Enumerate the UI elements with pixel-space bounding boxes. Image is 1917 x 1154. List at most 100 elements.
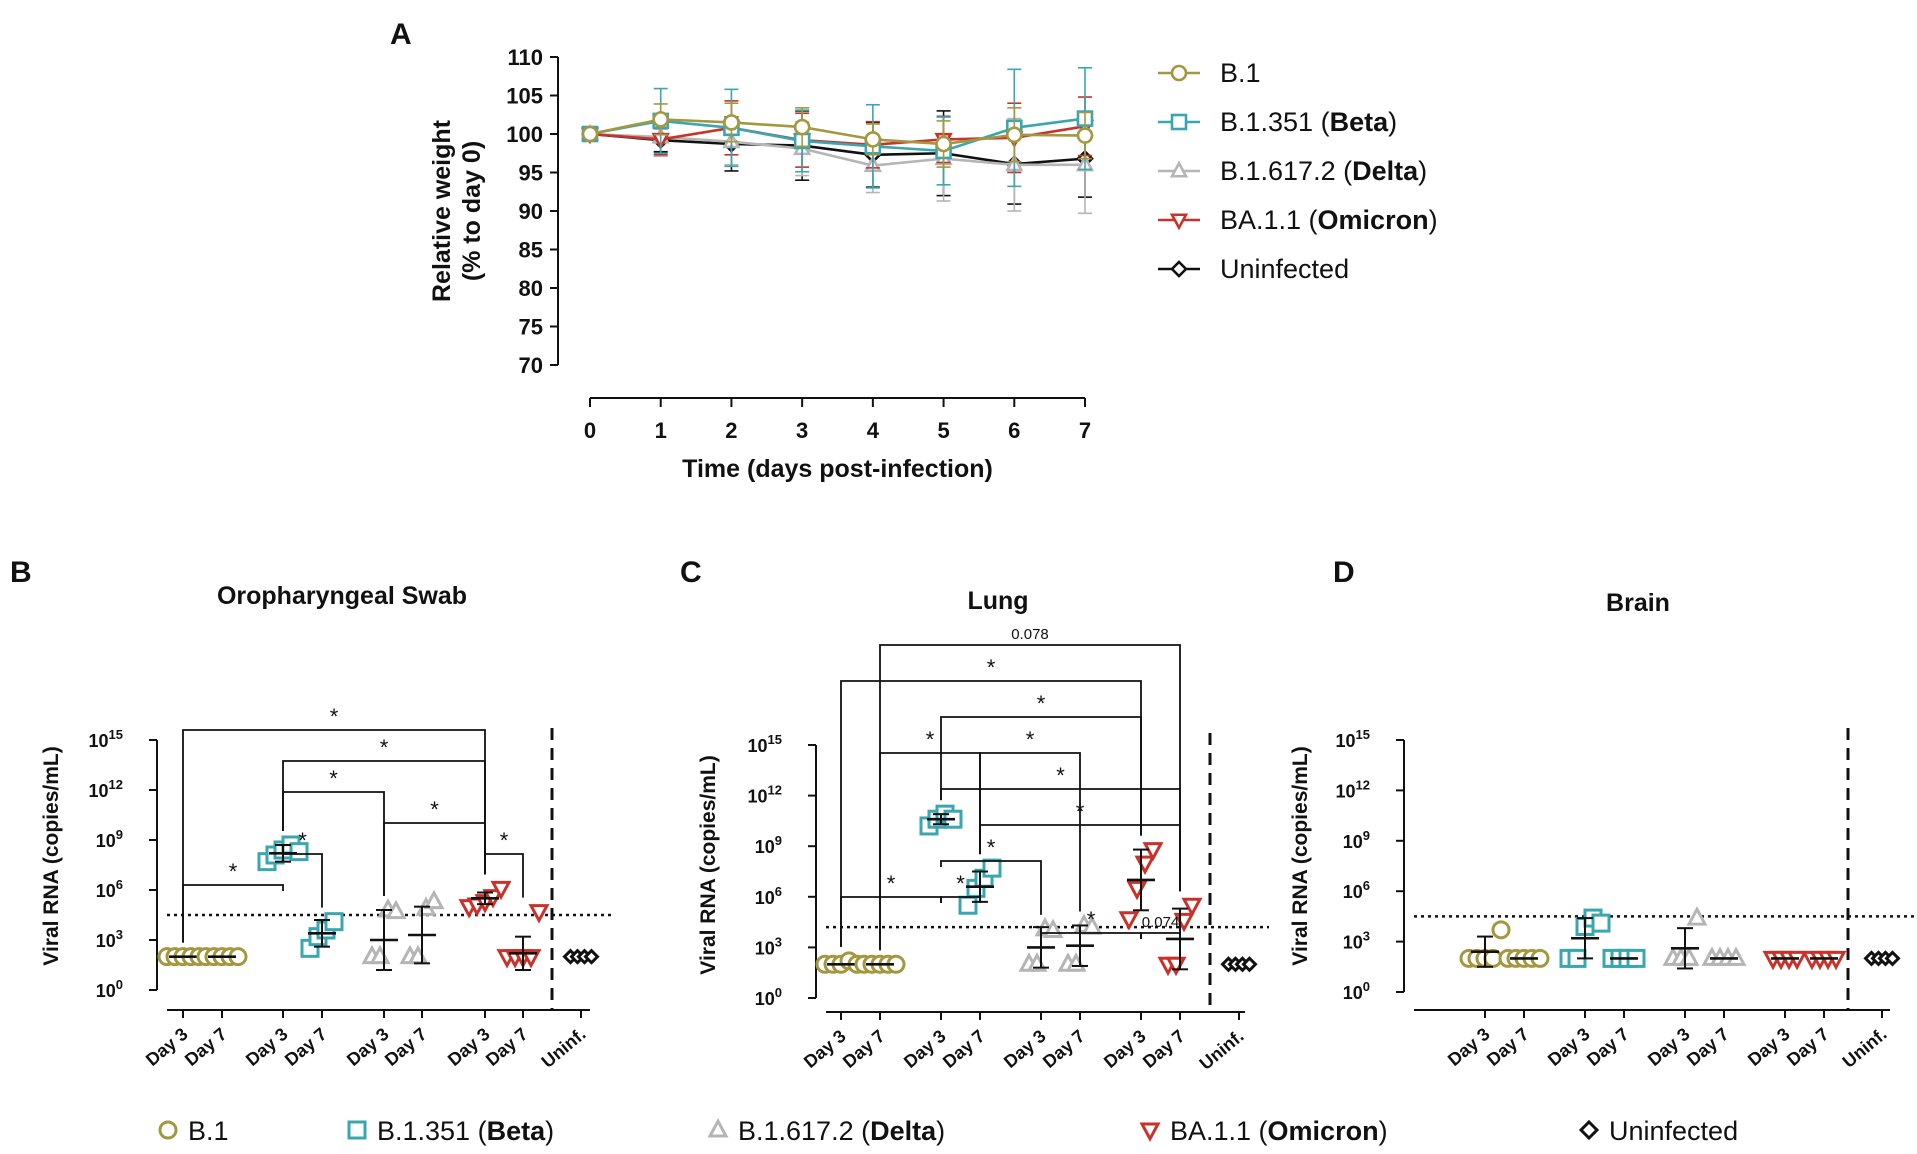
y-tick-label: 103: [755, 934, 782, 958]
bracket-label: *: [1026, 727, 1035, 752]
bracket-label: 0.074: [1142, 914, 1180, 931]
bottom-legend-marker-omicron: [1139, 1122, 1161, 1142]
x-axis-title: Time (days post-infection): [682, 455, 993, 483]
data-point: [1142, 842, 1164, 862]
group-beta-2: [919, 804, 963, 836]
group-omicron-6: [458, 880, 512, 919]
bottom-legend-marker-b1: [158, 1120, 178, 1140]
x-tick-label: Day 3: [800, 1026, 850, 1072]
legend-label-part: B.1.617.2 (: [738, 1116, 870, 1146]
group-b1-1: [196, 947, 248, 967]
y-tick-label: 103: [96, 927, 123, 951]
bracket-line: [182, 729, 486, 943]
legend-label-part: ): [1429, 205, 1438, 235]
data-point: [723, 114, 740, 131]
x-tick-label: Day 7: [1483, 1024, 1533, 1070]
panel-letter-b: B: [10, 556, 32, 589]
y-tick-base: 10: [1343, 832, 1363, 852]
bracket-label: 0.078: [1011, 626, 1049, 643]
data-point: [1786, 950, 1808, 971]
bottom-legend-label-omicron: BA.1.1 (Omicron): [1170, 1116, 1388, 1146]
bracket-label: *: [229, 859, 238, 884]
bracket-label: *: [500, 828, 509, 853]
significance-bracket: *: [182, 859, 284, 943]
legend-marker-delta: [1169, 160, 1189, 178]
bracket-line: [282, 853, 323, 908]
significance-bracket: *: [940, 691, 1142, 836]
x-tick-label: Day 7: [1783, 1024, 1833, 1070]
legend-label-part: Delta: [870, 1116, 937, 1146]
y-tick-base: 10: [1343, 933, 1363, 953]
data-point: [1005, 126, 1023, 144]
bracket-label: *: [298, 828, 307, 853]
group-beta-2: [257, 835, 309, 872]
panel-title: Brain: [1606, 589, 1670, 617]
bracket-label: *: [956, 871, 965, 896]
significance-bracket: *: [940, 835, 1042, 915]
x-tick-label: Day 7: [281, 1024, 331, 1070]
x-tick-label: Day 3: [444, 1024, 494, 1070]
bottom-legend-label-b1: B.1: [188, 1116, 229, 1146]
bracket-label: *: [329, 766, 338, 791]
group-uninf-8: [1863, 950, 1901, 967]
group-beta-3: [1602, 948, 1646, 968]
x-tick-label: Day 3: [1444, 1024, 1494, 1070]
x-tick-label: Day 7: [381, 1024, 431, 1070]
y-tick-label: 85: [519, 238, 543, 263]
legend-label-part: ): [1379, 1116, 1388, 1146]
y-tick-label: 100: [96, 977, 123, 1001]
data-point: [793, 118, 811, 136]
y-tick-base: 10: [96, 981, 116, 1001]
y-tick-base: 10: [1336, 731, 1356, 751]
y-tick-label: 110: [508, 45, 544, 70]
group-delta-5: [399, 889, 445, 965]
legend-label-part: Omicron: [1318, 205, 1429, 235]
x-tick-label: Uninf.: [1196, 1026, 1248, 1074]
significance-bracket: *: [182, 704, 486, 943]
group-delta-5: [1701, 946, 1747, 966]
y-tick-base: 10: [1343, 983, 1363, 1003]
group-beta-3: [300, 912, 344, 958]
data-point: [581, 125, 599, 143]
data-point: [1825, 950, 1847, 971]
data-point: [324, 912, 344, 932]
legend-label-part: ): [936, 1116, 945, 1146]
data-point: [1725, 946, 1747, 966]
x-tick-label: 3: [796, 418, 808, 443]
group-delta-4: [1018, 916, 1064, 972]
y-tick-exponent: 0: [116, 977, 123, 992]
bracket-line: [879, 752, 981, 951]
y-axis-title-line: Relative weight: [428, 119, 456, 302]
data-point: [1686, 906, 1708, 926]
data-point: [1241, 956, 1258, 973]
x-tick-label: 1: [655, 418, 667, 443]
y-tick-exponent: 6: [775, 884, 782, 899]
data-point: [583, 948, 600, 965]
series-line: [589, 132, 1086, 166]
y-tick-label: 1012: [89, 777, 124, 801]
y-axis-title: Viral RNA (copies/mL): [40, 746, 63, 965]
y-tick-exponent: 15: [1356, 727, 1370, 742]
x-tick-label: 0: [584, 418, 596, 443]
y-tick-exponent: 15: [768, 732, 782, 747]
data-point: [1884, 950, 1901, 967]
series-line: [589, 118, 1086, 146]
bracket-line: [940, 896, 981, 903]
y-tick-label: 100: [1343, 979, 1370, 1003]
y-tick-label: 1015: [748, 732, 783, 756]
x-tick-label: Uninf.: [1839, 1024, 1891, 1072]
data-point: [864, 131, 882, 148]
x-tick-label: Day 3: [1000, 1026, 1050, 1072]
y-tick-label: 1015: [89, 727, 124, 751]
legend-label-part: Delta: [1352, 156, 1419, 186]
y-tick-exponent: 12: [768, 783, 782, 798]
bracket-label: *: [380, 735, 389, 760]
x-tick-label: 6: [1008, 418, 1020, 443]
x-tick-label: Day 3: [242, 1024, 292, 1070]
significance-bracket: 0.078: [879, 626, 1181, 951]
significance-bracket: *: [879, 727, 981, 951]
y-tick-exponent: 0: [775, 985, 782, 1000]
